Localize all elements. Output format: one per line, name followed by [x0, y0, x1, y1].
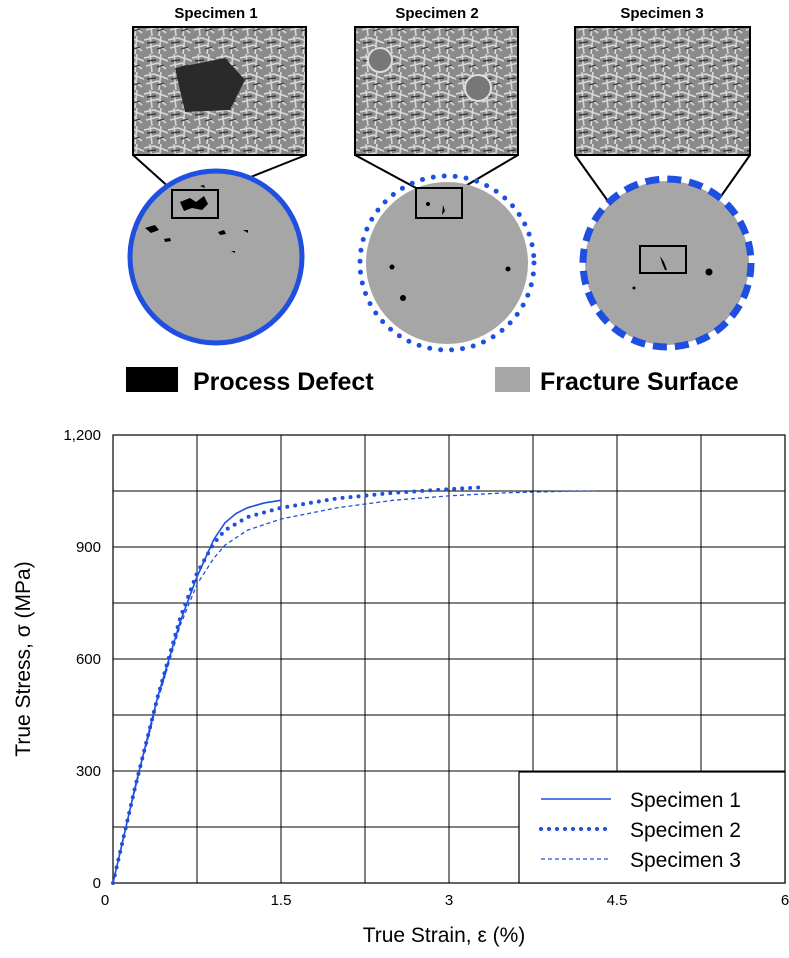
pore: [464, 74, 492, 102]
fracture-surface: [127, 168, 305, 346]
x-tick-label: 3: [445, 892, 453, 909]
series-line: [112, 490, 595, 884]
fracture-surface: [585, 181, 749, 345]
legend-label: Specimen 3: [630, 849, 741, 872]
x-tick-label: 4.5: [607, 892, 628, 909]
defects: [389, 202, 511, 301]
series-line: [111, 485, 485, 885]
plot-frame: [112, 434, 786, 884]
outline: [579, 175, 755, 351]
x-tick-label: 0: [101, 892, 109, 909]
x-tick-label: 1.5: [271, 892, 292, 909]
zoom-box: [415, 187, 463, 219]
legend-label: Specimen 2: [630, 819, 741, 842]
y-tick-label: 0: [93, 875, 101, 892]
specimen-title: Specimen 2: [395, 5, 478, 22]
sem-image: [574, 26, 751, 156]
zoom-box: [639, 245, 687, 274]
defects: [145, 185, 248, 253]
legend-label: Fracture Surface: [540, 368, 739, 396]
defects: [632, 256, 713, 290]
zoom-box: [171, 189, 219, 219]
sem-image: [354, 26, 519, 156]
y-tick-label: 900: [76, 539, 101, 556]
specimen-title: Specimen 1: [174, 5, 257, 22]
legend-swatch: [495, 367, 530, 392]
y-tick-label: 1,200: [63, 427, 101, 444]
y-tick-label: 300: [76, 763, 101, 780]
x-axis-label: True Strain, ε (%): [363, 924, 526, 947]
y-tick-label: 600: [76, 651, 101, 668]
x-tick-label: 6: [781, 892, 789, 909]
legend-label: Process Defect: [193, 368, 374, 396]
zoom-line: [354, 154, 417, 189]
legend-swatch: [126, 367, 178, 392]
legend-label: Specimen 1: [630, 789, 741, 812]
y-axis-label: True Stress, σ (MPa): [12, 561, 35, 756]
outline: [357, 173, 537, 353]
legend-box: [518, 771, 786, 884]
fracture-surface: [366, 182, 528, 344]
zoom-line: [461, 154, 519, 189]
zoom-line: [132, 154, 173, 191]
specimen-title: Specimen 3: [620, 5, 703, 22]
pore: [367, 47, 393, 73]
defect-region: [175, 58, 245, 112]
